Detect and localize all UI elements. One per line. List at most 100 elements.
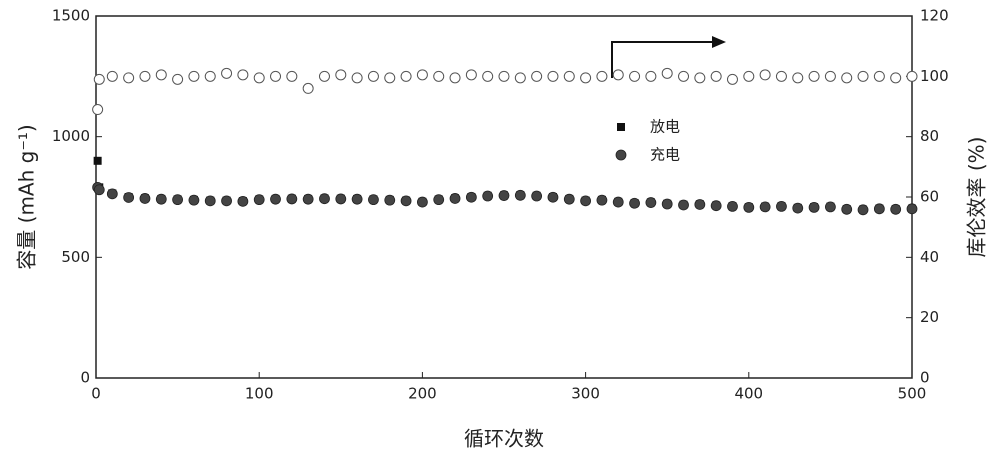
point [400, 195, 412, 207]
point [253, 194, 265, 206]
point [808, 201, 820, 213]
point [237, 69, 249, 81]
point [759, 69, 771, 81]
point [465, 191, 477, 203]
point [172, 194, 184, 206]
point [123, 192, 135, 203]
point [482, 70, 494, 82]
x-axis-title: 循环次数 [464, 427, 544, 451]
point [172, 73, 184, 85]
point [384, 194, 396, 206]
point [93, 156, 102, 165]
point [629, 70, 641, 82]
y2-tick-label: 40 [920, 248, 939, 266]
point [531, 190, 543, 202]
point [531, 70, 543, 82]
point [841, 72, 853, 84]
point [221, 195, 232, 207]
arrow-head [712, 36, 726, 48]
point [563, 70, 575, 82]
point [743, 70, 755, 82]
point [824, 70, 836, 82]
y2-tick-label: 120 [920, 7, 949, 25]
point [612, 69, 624, 81]
point [873, 70, 885, 82]
point [433, 194, 445, 206]
y-tick-label: 500 [61, 248, 90, 266]
point [449, 193, 461, 204]
point [580, 195, 591, 207]
point [302, 193, 314, 205]
point [433, 70, 445, 82]
point [629, 197, 640, 209]
point [221, 67, 233, 79]
point [841, 203, 853, 215]
x-tick-label: 400 [734, 385, 763, 403]
point [890, 203, 902, 215]
point [890, 72, 902, 84]
point [596, 194, 608, 206]
legend-label: 充电 [650, 146, 680, 164]
point [139, 193, 151, 204]
point [825, 201, 836, 213]
point [204, 70, 216, 82]
y-axis-title: 容量 (mAh g⁻¹) [15, 124, 39, 269]
point [694, 199, 706, 210]
point [857, 70, 869, 82]
point [661, 67, 673, 79]
point [286, 70, 298, 82]
point [547, 70, 559, 82]
x-tick-label: 300 [571, 385, 600, 403]
point [106, 188, 118, 200]
point [319, 193, 330, 205]
point [547, 191, 559, 203]
x-tick-label: 0 [91, 385, 101, 403]
point [498, 70, 510, 82]
point [465, 69, 477, 81]
x-tick-label: 100 [245, 385, 274, 403]
point [678, 70, 690, 82]
legend-marker [615, 149, 627, 161]
point [139, 70, 151, 82]
point [92, 104, 104, 116]
point [302, 82, 314, 94]
point [710, 200, 722, 212]
point [808, 70, 820, 82]
x-tick-label: 500 [898, 385, 927, 403]
point [270, 70, 282, 82]
point [906, 70, 918, 82]
y2-tick-label: 80 [920, 127, 939, 145]
legend-label: 放电 [650, 118, 680, 136]
point [384, 72, 396, 84]
point [710, 70, 722, 82]
point [123, 72, 135, 84]
point [449, 72, 461, 84]
point [514, 189, 526, 201]
point [188, 70, 200, 82]
point [482, 190, 494, 202]
point [792, 202, 804, 214]
point [335, 193, 347, 205]
point [93, 73, 105, 85]
point [612, 196, 624, 208]
point [270, 193, 281, 205]
point [188, 194, 200, 206]
point [857, 204, 869, 216]
point [661, 198, 673, 210]
point [514, 72, 526, 84]
y-tick-label: 1500 [52, 7, 90, 25]
x-tick-label: 200 [408, 385, 437, 403]
point [775, 70, 787, 82]
legend-marker [617, 123, 625, 131]
point [580, 72, 592, 84]
point [906, 203, 918, 215]
point [204, 195, 216, 207]
point [416, 196, 428, 208]
point [678, 199, 689, 211]
point [873, 203, 885, 215]
point [318, 70, 330, 82]
point [727, 201, 738, 212]
point [726, 73, 738, 85]
y2-tick-label: 0 [920, 369, 930, 387]
